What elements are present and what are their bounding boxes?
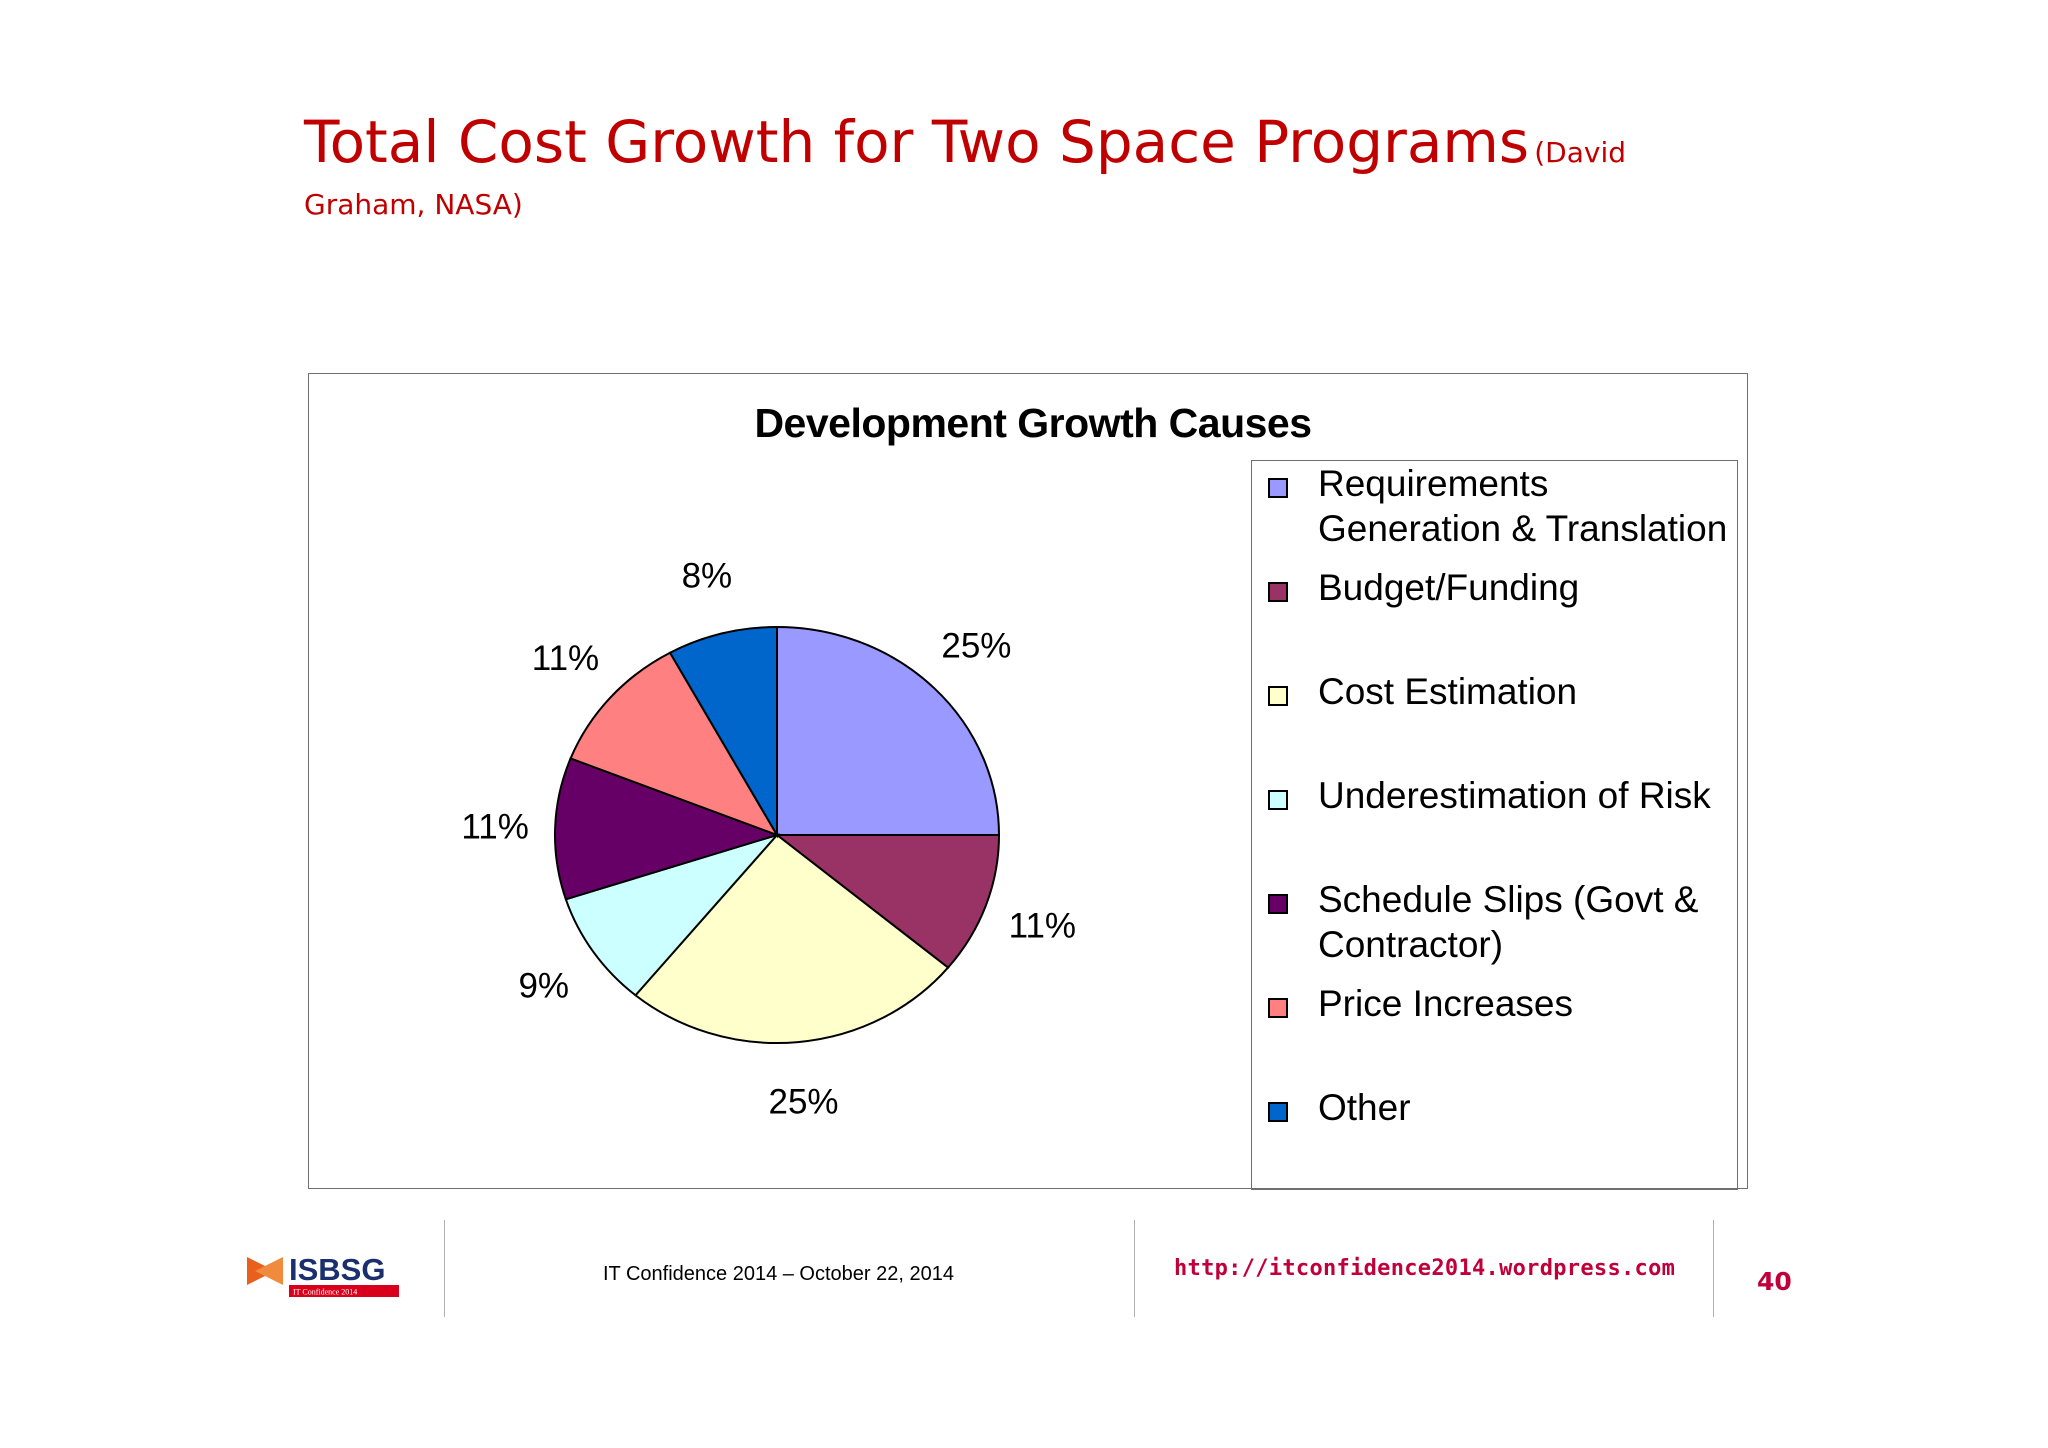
legend-label: Cost Estimation (1318, 671, 1578, 712)
pie-chart: 25% 11% 25% 9% 11% 11% 8% (461, 557, 1076, 1122)
pie-slice-1 (774, 834, 1001, 969)
pie-data-label-4: 11% (461, 808, 528, 847)
slide-footer: ISBSG IT Confidence 2014 IT Confidence 2… (0, 1200, 2048, 1350)
footer-conference: IT Confidence 2014 – October 22, 2014 (603, 1263, 954, 1285)
slide-title: Total Cost Growth for Two Space Programs… (304, 104, 1704, 230)
chart-title: Development Growth Causes (754, 400, 1312, 446)
pie-data-label-5: 11% (532, 639, 599, 678)
pie-data-label-2: 25% (769, 1083, 839, 1122)
legend-swatch (1268, 998, 1288, 1018)
footer-url-link[interactable]: http://itconfidence2014.wordpress.com (1174, 1256, 1676, 1281)
chart-legend: Requirements Generation & Translation Bud… (1251, 460, 1738, 1190)
legend-label: Budget/Funding (1318, 567, 1580, 608)
legend-swatch (1268, 686, 1288, 706)
chart-frame: Development Growth Causes 25% 11% 25% 9% 11%… (308, 373, 1748, 1190)
pie-slice-2 (634, 833, 950, 1044)
legend-swatch (1268, 894, 1288, 914)
legend-swatch (1268, 478, 1288, 498)
pie-slice-5 (569, 651, 780, 837)
svg-text:ISBSG: ISBSG (289, 1252, 385, 1287)
legend-label: Underestimation of Risk (1318, 775, 1711, 816)
legend-label: Other (1318, 1087, 1411, 1128)
pie-slice-4 (554, 757, 781, 901)
pie-slice-3 (564, 833, 781, 997)
pie-slice-0 (776, 625, 1001, 836)
page-number: 40 (1757, 1267, 1792, 1296)
legend-label: Requirements Generation & Translation (1318, 463, 1728, 549)
isbsg-logo: ISBSG IT Confidence 2014 (245, 1245, 405, 1300)
pie-data-label-0: 25% (941, 627, 1011, 666)
legend-swatch (1268, 582, 1288, 602)
footer-divider (1134, 1220, 1135, 1317)
pie-data-label-3: 9% (518, 967, 569, 1006)
pie-slice-6 (668, 625, 778, 839)
slide-title-main: Total Cost Growth for Two Space Programs (304, 108, 1530, 176)
legend-swatch (1268, 1102, 1288, 1122)
legend-swatch (1268, 790, 1288, 810)
legend-label: Price Increases (1318, 983, 1573, 1024)
footer-divider (444, 1220, 445, 1317)
slide-title-credit-2: Graham, NASA) (304, 188, 523, 221)
svg-text:IT Confidence 2014: IT Confidence 2014 (293, 1288, 357, 1297)
slide-title-credit: (David (1534, 136, 1626, 169)
legend-label: Schedule Slips (Govt & Contractor) (1318, 879, 1699, 965)
pie-data-label-6: 8% (682, 557, 733, 596)
pie-data-label-1: 11% (1009, 907, 1076, 946)
footer-divider (1713, 1220, 1714, 1317)
